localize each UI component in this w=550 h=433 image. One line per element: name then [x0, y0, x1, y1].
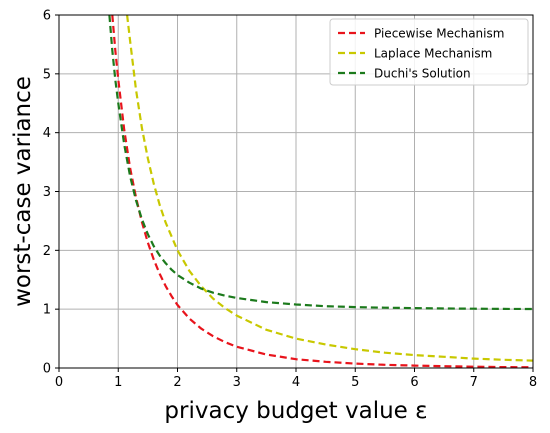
x-tick-label: 3	[233, 375, 241, 390]
x-tick-label: 8	[529, 375, 537, 390]
x-tick-label: 6	[410, 375, 418, 390]
series-line-piecewise-mechanism	[111, 15, 533, 368]
x-tick-label: 1	[114, 375, 122, 390]
series-line-duchi-s-solution	[108, 15, 533, 311]
y-tick-label: 4	[43, 126, 51, 141]
legend-label: Laplace Mechanism	[374, 47, 492, 61]
y-tick-label: 1	[43, 303, 51, 318]
y-tick-label: 5	[43, 67, 51, 82]
y-axis-label: worst-case variance	[10, 76, 36, 307]
series-line-laplace-mechanism	[126, 15, 533, 362]
x-tick-label: 2	[173, 375, 181, 390]
x-axis-label: privacy budget value ε	[164, 398, 427, 424]
legend-box	[329, 18, 529, 86]
x-tick-label: 0	[55, 375, 63, 390]
legend-label: Duchi's Solution	[374, 67, 471, 81]
ticks: 0 1 2 3 4 5 6 7 8 0 1 2 3 4 5 6	[43, 9, 537, 391]
x-tick-label: 7	[470, 375, 478, 390]
series-group	[108, 15, 533, 368]
y-tick-label: 3	[43, 185, 51, 200]
legend-label: Piecewise Mechanism	[374, 27, 504, 41]
legend: Piecewise Mechanism Laplace Mechanism Duch…	[329, 18, 529, 86]
y-tick-label: 2	[43, 244, 51, 259]
x-tick-label: 4	[292, 375, 300, 390]
x-tick-label: 5	[351, 375, 359, 390]
y-tick-label: 0	[43, 362, 51, 377]
y-tick-label: 6	[43, 9, 51, 24]
